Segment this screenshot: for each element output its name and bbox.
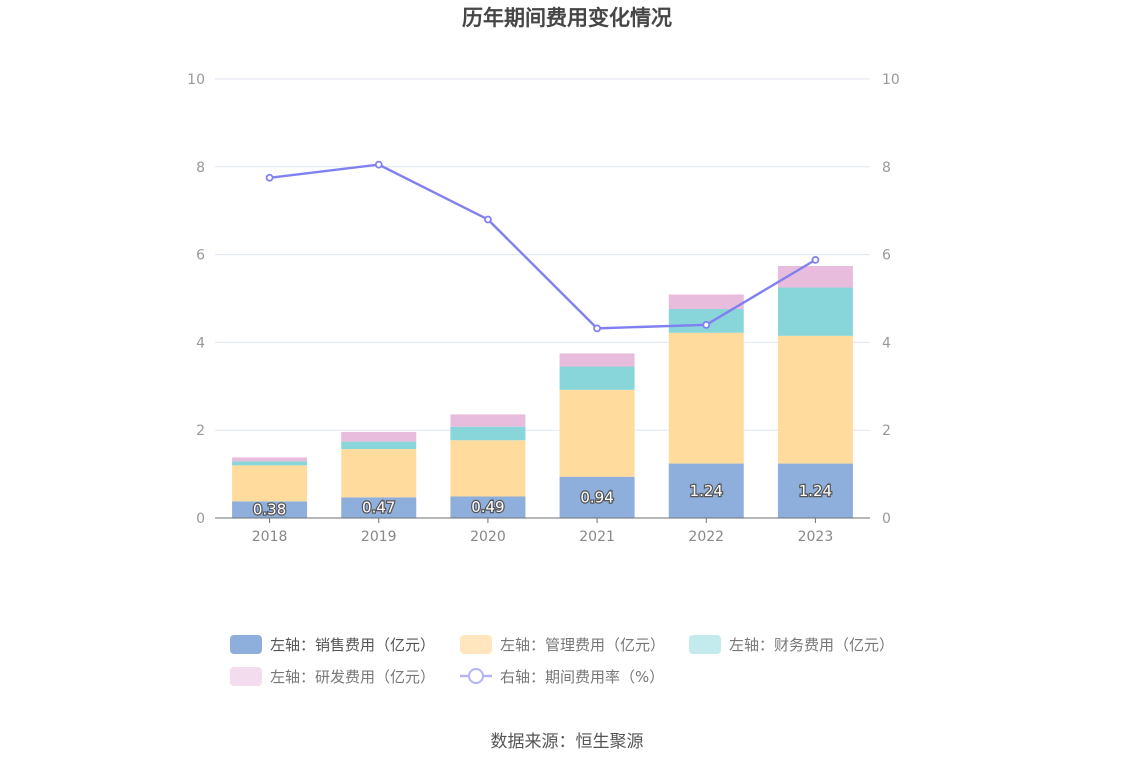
legend-item[interactable]: 左轴：管理费用（亿元）: [460, 635, 665, 654]
legend-label: 左轴：管理费用（亿元）: [500, 636, 665, 654]
line-series: [265, 160, 820, 333]
bar-3-2018: [232, 457, 308, 462]
grid-lines: [215, 78, 870, 431]
bar-2-2020: [450, 426, 526, 441]
line-point-2020: [484, 215, 492, 224]
x-axis: 2018 2019 2020 2021 2022 2023: [215, 517, 870, 545]
legend-item[interactable]: 左轴：研发费用（亿元）: [230, 667, 435, 686]
x-tick-label: 2021: [579, 529, 615, 545]
legend-label: 右轴：期间费用率（%）: [500, 668, 664, 686]
x-tick-label: 2020: [470, 529, 506, 545]
left-y-tick-label: 4: [196, 335, 205, 351]
data-label-2019: 0.47: [362, 499, 395, 517]
bar-0-2020: [450, 496, 526, 518]
bar-0-2022: [668, 463, 744, 518]
right-y-tick-label: 8: [882, 160, 891, 176]
bar-1-2020: [450, 440, 526, 497]
bar-0-2021: [559, 476, 635, 518]
line-point-2021: [593, 324, 601, 333]
bar-3-2022: [668, 294, 744, 310]
bar-0-2023: [777, 463, 853, 518]
data-label-2023: 1.24: [799, 482, 832, 500]
data-label-2022: 1.24: [690, 482, 723, 500]
left-y-tick-label: 0: [196, 511, 205, 527]
bar-series: [232, 266, 853, 518]
left-y-tick-label: 10: [187, 72, 205, 88]
legend-swatch: [230, 635, 262, 654]
bar-2-2023: [777, 287, 853, 336]
bar-2-2019: [341, 441, 417, 450]
right-y-axis: 0 2 4 6 8 10: [882, 72, 900, 527]
legend-label: 左轴：财务费用（亿元）: [729, 636, 894, 654]
data-labels: 0.38 0.47 0.49 0.94 1.24 1.24: [252, 481, 834, 520]
data-label-2018: 0.38: [253, 501, 286, 519]
right-y-tick-label: 4: [882, 335, 891, 351]
right-y-tick-label: 2: [882, 423, 891, 439]
bar-3-2021: [559, 353, 635, 367]
bar-1-2023: [777, 335, 853, 464]
data-label-2021: 0.94: [580, 488, 613, 506]
data-label-2020: 0.49: [471, 498, 504, 516]
line-series-path: [269, 163, 817, 330]
line-point-2019: [374, 160, 383, 169]
right-y-tick-label: 10: [882, 72, 900, 88]
legend-item[interactable]: 左轴：财务费用（亿元）: [689, 635, 894, 654]
left-y-tick-label: 8: [196, 160, 205, 176]
bar-2-2021: [559, 366, 635, 390]
left-y-tick-label: 6: [196, 248, 205, 264]
legend-marker: [468, 668, 484, 684]
bar-3-2019: [341, 431, 417, 442]
legend-item[interactable]: 右轴：期间费用率（%）: [460, 668, 664, 686]
x-tick-label: 2018: [252, 529, 288, 545]
source-note: 数据来源：恒生聚源: [491, 732, 644, 752]
legend-label: 左轴：销售费用（亿元）: [270, 636, 435, 654]
bar-1-2019: [341, 449, 417, 498]
bar-2-2022: [668, 309, 744, 333]
legend-label: 左轴：研发费用（亿元）: [270, 668, 435, 686]
bar-0-2019: [341, 497, 417, 518]
legend-swatch: [460, 635, 492, 654]
x-tick-label: 2019: [361, 529, 397, 545]
bar-2-2018: [232, 461, 308, 466]
left-y-axis: 0 2 4 6 8 10: [187, 72, 205, 527]
bar-1-2022: [668, 332, 744, 464]
right-y-tick-label: 0: [882, 511, 891, 527]
legend-swatch: [230, 667, 262, 686]
x-tick-label: 2022: [688, 529, 724, 545]
line-point-2023: [811, 255, 820, 264]
line-point-2022: [702, 320, 711, 329]
left-y-tick-label: 2: [196, 423, 205, 439]
legend[interactable]: 左轴：销售费用（亿元） 左轴：管理费用（亿元） 左轴：财务费用（亿元） 左轴：研发费用…: [230, 635, 894, 686]
bar-0-2018: [232, 501, 308, 518]
x-tick-label: 2023: [798, 529, 834, 545]
legend-item[interactable]: 左轴：销售费用（亿元）: [230, 635, 435, 654]
legend-swatch: [689, 635, 721, 654]
right-y-tick-label: 6: [882, 248, 891, 264]
line-point-2018: [265, 173, 274, 182]
bar-1-2018: [232, 465, 308, 502]
bar-1-2021: [559, 389, 635, 477]
chart-title: 历年期间费用变化情况: [462, 6, 672, 30]
bar-3-2020: [450, 414, 526, 427]
